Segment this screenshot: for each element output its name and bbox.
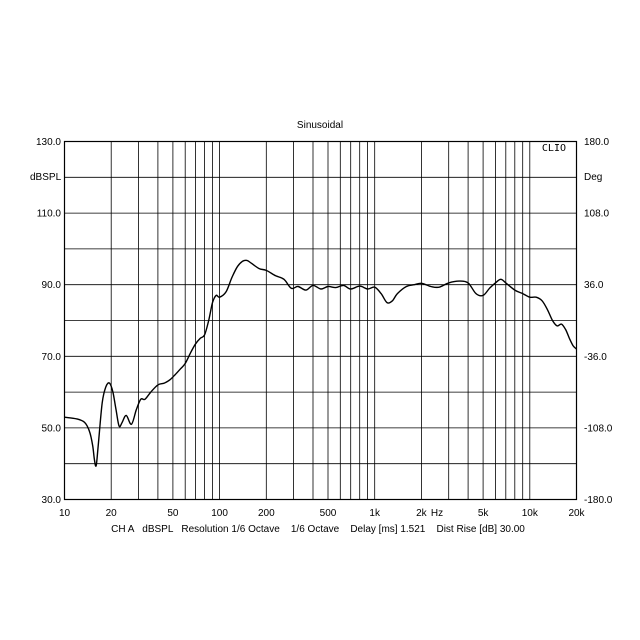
x-tick-label: 20k (568, 508, 585, 519)
x-axis-unit: Hz (431, 508, 443, 519)
x-tick-label: 2k (416, 508, 428, 519)
x-tick-label: 1k (369, 508, 381, 519)
x-tick-label: 200 (258, 508, 275, 519)
x-tick-label: 10 (59, 508, 71, 519)
x-tick-label: 100 (211, 508, 228, 519)
y-right-tick-label: 36.0 (584, 280, 604, 291)
plot-frame (63, 140, 578, 501)
y-tick-label: 110.0 (37, 209, 62, 220)
x-tick-label: 20 (106, 508, 118, 519)
y-tick-label: 90.0 (42, 280, 62, 291)
y-tick-label: 70.0 (42, 352, 62, 363)
y-right-tick-label: -36.0 (584, 352, 607, 363)
y-axis-right-labels: 180.0 108.0 36.0 -36.0 -108.0 -180.0 (584, 137, 613, 506)
x-tick-label: 50 (167, 508, 179, 519)
horizontal-grid (64, 176, 577, 465)
chart-title: Sinusoidal (297, 120, 343, 131)
y-tick-label: 130.0 (36, 137, 61, 148)
y-right-tick-label: 108.0 (584, 209, 609, 220)
x-axis-labels: 10 20 50 100 200 500 1k 2k 5k 10k 20k (59, 508, 586, 519)
x-tick-label: 500 (320, 508, 337, 519)
y-axis-left-labels: 130.0 110.0 90.0 70.0 50.0 30.0 (36, 137, 61, 506)
y-right-tick-label: -180.0 (584, 495, 613, 506)
y-tick-label: 50.0 (42, 423, 62, 434)
chart-footer: CH A dBSPL Resolution 1/6 Octave 1/6 Oct… (111, 524, 525, 535)
y-tick-label: 30.0 (42, 495, 62, 506)
y-right-tick-label: -108.0 (584, 423, 613, 434)
brand-label: CLIO (542, 143, 566, 154)
x-tick-label: 5k (478, 508, 490, 519)
x-tick-label: 10k (522, 508, 539, 519)
y-right-tick-label: 180.0 (584, 137, 609, 148)
y-axis-right-unit: Deg (584, 172, 602, 183)
y-axis-left-unit: dBSPL (30, 172, 62, 183)
series-line (64, 259, 577, 467)
